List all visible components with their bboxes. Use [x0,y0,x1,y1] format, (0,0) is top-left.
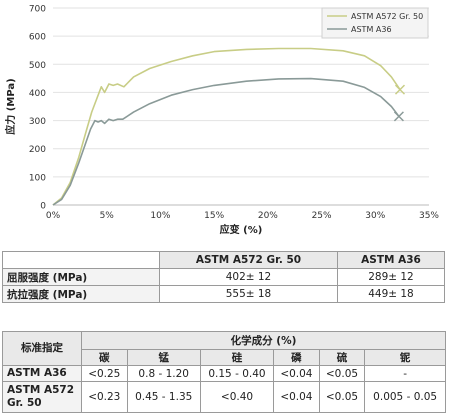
element-header: 铌 [364,349,446,366]
element-header: 磷 [273,349,320,366]
table-row: ASTM A36 <0.25 0.8 - 1.20 0.15 - 0.40 <0… [2,365,446,382]
x-tick-label: 5% [100,211,115,221]
legend-box [321,7,429,39]
table-row: ASTM A572 Gr. 50 <0.23 0.45 - 1.35 <0.40… [2,381,446,413]
end-marker [394,84,406,95]
column-header: ASTM A572 Gr. 50 [159,251,338,269]
table-cell: 555± 18 [159,285,338,303]
element-header: 锰 [126,349,201,366]
x-axis-title: 应变 (%) [220,223,263,236]
y-tick-label: 500 [29,61,46,71]
table-cell: 449± 18 [336,285,446,303]
table-cell: 0.15 - 0.40 [199,365,275,382]
y-tick-label: 0 [40,202,46,212]
mechanical-properties-table: ASTM A572 Gr. 50 ASTM A36 屈服强度 (MPa) 402… [2,251,446,303]
x-tick-label: 10% [150,211,170,221]
element-header: 硫 [318,349,366,366]
table-cell: 0.005 - 0.05 [364,381,446,413]
empty-header-cell [2,251,160,269]
group-header: 化学成分 (%) [81,331,446,350]
table-cell: - [364,365,446,382]
table-cell: <0.05 [318,381,366,413]
y-tick-label: 100 [29,173,46,183]
series-line-a572 [52,47,401,206]
table-header-row: ASTM A572 Gr. 50 ASTM A36 [2,251,446,269]
y-tick-label: 400 [29,89,46,99]
standard-header: 标准指定 [2,331,82,366]
x-tick-label: 15% [204,211,224,221]
table-header-row: 标准指定 化学成分 (%) [2,331,446,366]
chemical-composition-table: 标准指定 化学成分 (%) 碳 锰 硅 磷 硫 铌 ASTM A36 <0.25… [2,331,446,413]
x-tick-label: 0% [46,211,61,221]
end-marker [393,111,404,122]
row-label: ASTM A36 [2,365,82,382]
x-tick-label: 35% [419,211,439,221]
table-cell: <0.23 [81,381,128,413]
y-tick-label: 200 [29,145,46,155]
table-cell: <0.04 [273,381,320,413]
table-row: 抗拉强度 (MPa) 555± 18 449± 18 [2,285,446,303]
table-cell: <0.04 [273,365,320,382]
x-tick-label: 20% [258,211,278,221]
y-axis-title: 应力 (MPa) [4,78,17,134]
table-row: 屈服强度 (MPa) 402± 12 289± 12 [2,268,446,286]
element-header: 碳 [81,349,128,366]
column-header: ASTM A36 [336,251,446,269]
stress-strain-chart: 0 100 200 300 400 500 600 700 0% 5% 10% 15% 20% 25% 30… [4,5,439,237]
x-tick-label: 30% [365,211,385,221]
y-tick-label: 700 [29,5,46,15]
table-cell: 289± 12 [336,268,446,286]
table-cell: <0.05 [318,365,366,382]
y-tick-label: 600 [29,33,46,43]
y-tick-label: 300 [29,117,46,127]
table-cell: 0.45 - 1.35 [126,381,201,413]
x-tick-label: 25% [312,211,332,221]
table-cell: 402± 12 [159,268,338,286]
element-header: 硅 [199,349,275,366]
row-label: 抗拉强度 (MPa) [2,285,160,303]
table-cell: 0.8 - 1.20 [126,365,201,382]
row-label: 屈服强度 (MPa) [2,268,160,286]
table-cell: <0.40 [199,381,275,413]
table-cell: <0.25 [81,365,128,382]
legend-label: ASTM A572 Gr. 50 [351,12,423,21]
series-line-a36 [52,77,400,206]
row-label: ASTM A572 Gr. 50 [2,381,82,413]
legend-label: ASTM A36 [351,25,392,34]
